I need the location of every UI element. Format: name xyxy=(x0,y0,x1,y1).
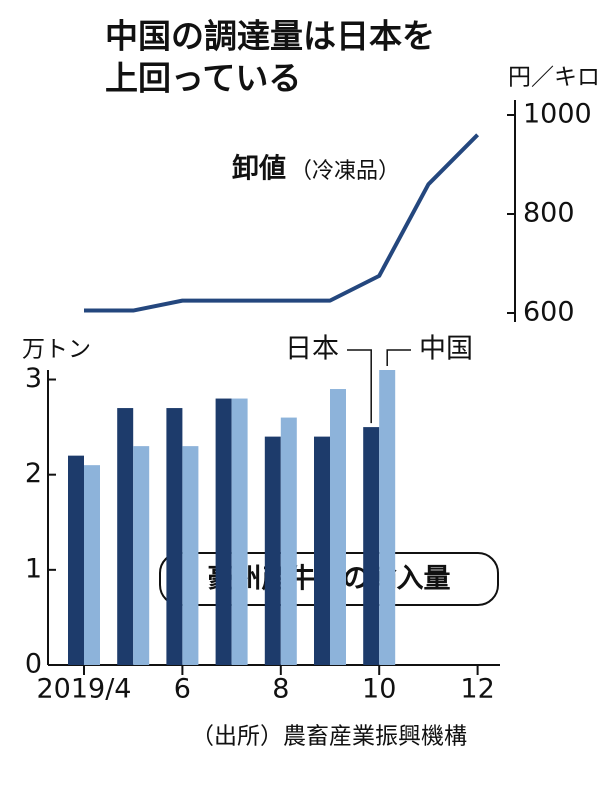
y-tick-label: 600 xyxy=(523,297,575,328)
bar xyxy=(280,417,297,665)
y-tick-label: 2 xyxy=(25,458,42,489)
source: （出所）農畜産業振興機構 xyxy=(191,724,467,750)
bar xyxy=(215,398,232,665)
bar xyxy=(166,408,183,665)
series-label: 卸値 xyxy=(232,153,286,185)
bar xyxy=(133,446,150,665)
legend-leader xyxy=(347,349,372,424)
bar xyxy=(314,436,330,665)
x-tick-label: 8 xyxy=(272,674,289,705)
y-tick-label: 1 xyxy=(25,553,42,584)
bar xyxy=(379,370,396,665)
bar xyxy=(68,455,84,665)
y-tick-label: 0 xyxy=(25,649,42,680)
line xyxy=(84,133,480,313)
bar xyxy=(330,389,346,665)
series-note: （冷凍品） xyxy=(290,159,400,184)
bar xyxy=(182,446,199,665)
bar xyxy=(264,436,281,665)
y-axis-label: 万トン xyxy=(22,337,91,363)
title-line: 上回っている xyxy=(105,59,301,98)
legend-leader xyxy=(386,349,411,366)
y-axis-label: 円／キロ xyxy=(508,65,600,91)
bar xyxy=(363,427,380,665)
x-tick-label: 2019/4 xyxy=(37,674,132,705)
legend-label: 中国 xyxy=(419,334,473,365)
y-tick-label: 1000 xyxy=(523,99,592,130)
legend-label: 日本 xyxy=(285,334,339,365)
x-tick-label: 12 xyxy=(460,674,494,705)
x-tick-label: 6 xyxy=(174,674,191,705)
y-tick-label: 3 xyxy=(25,363,42,394)
y-tick-label: 800 xyxy=(523,198,575,229)
bar xyxy=(117,408,134,665)
x-tick-label: 10 xyxy=(362,674,396,705)
bar xyxy=(84,465,100,665)
title-line: 中国の調達量は日本を xyxy=(105,17,435,56)
bar xyxy=(231,398,248,665)
